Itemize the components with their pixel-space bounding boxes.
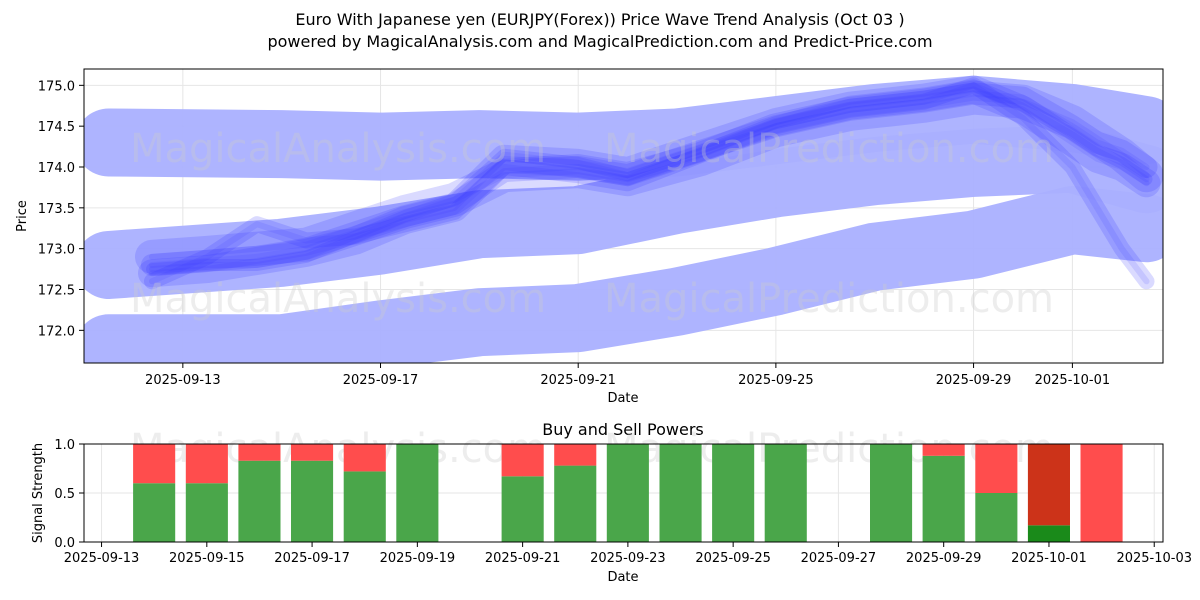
- watermark-text: MagicalPrediction.com: [604, 276, 1054, 322]
- price-x-tick-label: 2025-10-01: [1035, 373, 1111, 388]
- price-y-tick-label: 172.0: [38, 324, 75, 339]
- price-band-2: [84, 124, 1163, 299]
- buy-bar: [1027, 525, 1070, 542]
- sell-bar: [922, 444, 965, 456]
- sell-bar: [238, 444, 281, 461]
- signal-x-tick-label: 2025-09-21: [485, 551, 561, 566]
- price-y-tick-label: 173.0: [38, 243, 75, 258]
- price-wave-line-3: [135, 80, 1163, 274]
- signal-x-tick-label: 2025-10-01: [1011, 551, 1087, 566]
- price-wave-line-2: [138, 75, 1161, 288]
- signal-x-axis-label: Date: [607, 570, 638, 585]
- signal-x-tick-label: 2025-09-29: [906, 551, 982, 566]
- watermark-text: MagicalAnalysis.com: [130, 126, 546, 172]
- price-plot-frame: [83, 68, 1164, 364]
- signal-y-tick-label: 0.0: [54, 536, 75, 551]
- signal-x-tick-label: 2025-09-13: [64, 551, 140, 566]
- price-x-tick-label: 2025-09-17: [343, 373, 419, 388]
- price-wave-core-2: [149, 86, 1150, 277]
- buy-bar: [343, 471, 386, 542]
- price-y-tick-label: 175.0: [38, 79, 75, 94]
- sell-bar: [554, 444, 597, 466]
- buy-bar: [712, 444, 755, 542]
- signal-x-tick-label: 2025-10-03: [1116, 551, 1192, 566]
- price-band-3: [84, 186, 1163, 363]
- buy-bar: [501, 476, 544, 542]
- signal-y-tick-label: 0.5: [54, 487, 75, 502]
- buy-bar: [133, 483, 176, 542]
- price-wave-core-3: [149, 94, 1150, 260]
- sell-bar: [975, 444, 1018, 493]
- buy-bar: [396, 444, 439, 542]
- price-y-tick-label: 173.5: [38, 202, 75, 217]
- signal-x-tick-label: 2025-09-23: [590, 551, 666, 566]
- buy-bar: [238, 460, 281, 542]
- price-wave-line-4: [144, 77, 1155, 290]
- chart-title: Euro With Japanese yen (EURJPY(Forex)) P…: [295, 10, 904, 29]
- buy-sell-plot: MagicalAnalysis.com MagicalPrediction.com…: [31, 426, 1192, 585]
- price-y-tick-label: 172.5: [38, 284, 75, 299]
- buy-bar: [554, 465, 597, 542]
- price-wave-plot: MagicalAnalysis.com MagicalPrediction.com…: [15, 68, 1164, 406]
- price-x-tick-label: 2025-09-21: [540, 373, 616, 388]
- buy-bar: [922, 455, 965, 542]
- buy-bar: [659, 444, 702, 542]
- buy-bar: [870, 444, 913, 542]
- sell-bar: [291, 444, 334, 461]
- sell-bar: [133, 444, 176, 484]
- buy-bar: [185, 483, 228, 542]
- price-wave-core-1: [149, 90, 1150, 268]
- price-y-tick-label: 174.5: [38, 120, 75, 135]
- watermark-text: MagicalPrediction.com: [604, 126, 1054, 172]
- sell-bar: [1027, 444, 1070, 526]
- sell-bar: [185, 444, 228, 484]
- signal-x-tick-label: 2025-09-25: [695, 551, 771, 566]
- watermark-text: MagicalAnalysis.com: [130, 276, 546, 322]
- price-wave-line-1: [141, 82, 1158, 276]
- price-wave-line-5: [146, 79, 1153, 276]
- buy-bar: [291, 460, 334, 542]
- signal-chart-title: Buy and Sell Powers: [542, 420, 704, 439]
- buy-bar: [764, 444, 807, 542]
- price-wave-core-5: [149, 82, 1150, 273]
- buy-bar: [975, 493, 1018, 542]
- sell-bar: [501, 444, 544, 477]
- buy-bar: [606, 444, 649, 542]
- price-y-tick-label: 174.0: [38, 161, 75, 176]
- price-band-1: [84, 75, 1163, 181]
- sell-bar: [343, 444, 386, 472]
- signal-x-tick-label: 2025-09-15: [169, 551, 245, 566]
- price-x-axis-label: Date: [607, 391, 638, 406]
- chart-subtitle: powered by MagicalAnalysis.com and Magic…: [267, 32, 932, 51]
- price-x-tick-label: 2025-09-13: [145, 373, 221, 388]
- signal-x-tick-label: 2025-09-17: [274, 551, 350, 566]
- price-x-tick-label: 2025-09-29: [936, 373, 1012, 388]
- sell-bar: [1080, 444, 1123, 542]
- price-x-tick-label: 2025-09-25: [738, 373, 814, 388]
- price-y-axis-label: Price: [15, 200, 30, 232]
- price-wave-core-4: [149, 82, 1150, 285]
- signal-y-tick-label: 1.0: [54, 438, 75, 453]
- signal-y-axis-label: Signal Strength: [31, 443, 46, 543]
- signal-x-tick-label: 2025-09-27: [801, 551, 877, 566]
- signal-x-tick-label: 2025-09-19: [380, 551, 456, 566]
